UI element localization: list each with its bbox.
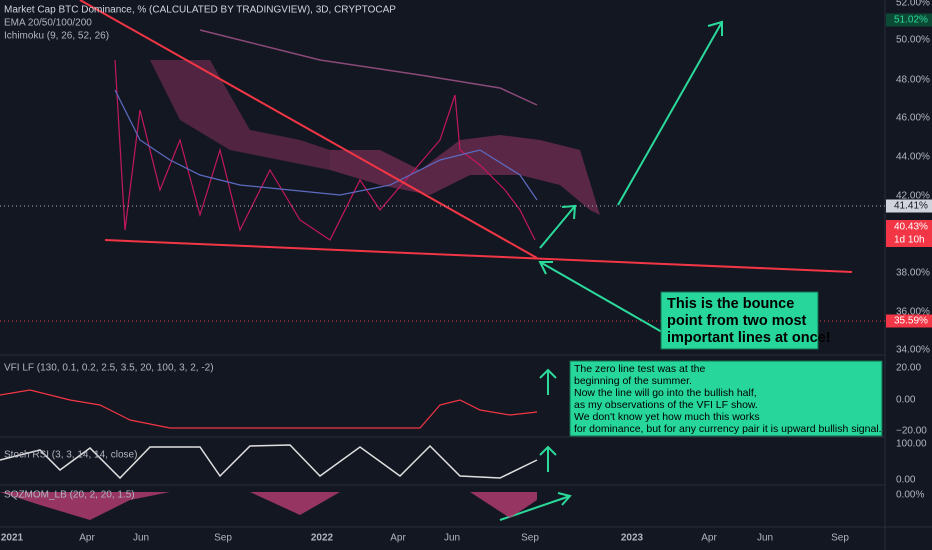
pane-axis-label: 0.00% xyxy=(896,490,924,501)
price-badge-label: 41.41% xyxy=(894,201,928,212)
price-badge-label: 40.43% xyxy=(894,222,928,233)
price-axis-label: 44.00% xyxy=(896,152,930,163)
indicator-label: EMA 20/50/100/200 xyxy=(4,18,92,29)
bounce-note-text: important lines at once! xyxy=(667,330,831,346)
ichimoku-cloud xyxy=(330,135,600,215)
time-axis-label: Jun xyxy=(757,533,773,544)
price-badge-label: 1d 10h xyxy=(894,235,925,246)
pane-axis-label: 0.00 xyxy=(896,395,916,406)
arrows xyxy=(499,20,723,521)
time-axis-label: Apr xyxy=(390,533,406,544)
time-axis-label: Sep xyxy=(521,533,539,544)
ema-line xyxy=(199,29,538,106)
pane-label: Stoch RSI (3, 3, 14, 14, close) xyxy=(4,450,137,461)
vfi-note-text: Now the line will go into the bullish ha… xyxy=(574,387,757,399)
price-axis-label: 42.00% xyxy=(896,191,930,202)
vfi-note-text: for dominance, but for any currency pair… xyxy=(574,423,882,435)
chart-title: Market Cap BTC Dominance, % (CALCULATED … xyxy=(4,5,396,16)
pane-axis-label: 100.00 xyxy=(896,439,927,450)
time-axis-label: Jun xyxy=(133,533,149,544)
vfi-note-text: The zero line test was at the xyxy=(574,363,705,375)
time-axis-label: 2023 xyxy=(621,533,644,544)
vfi-note-box xyxy=(569,360,883,437)
price-axis-label: 48.00% xyxy=(896,75,930,86)
price-axis-label: 36.00% xyxy=(896,307,930,318)
time-axis-label: 2022 xyxy=(311,533,334,544)
price-line xyxy=(114,59,536,241)
time-axis-label: Apr xyxy=(79,533,95,544)
price-badge xyxy=(886,199,932,213)
trend-line xyxy=(104,239,853,273)
stoch-rsi-line xyxy=(0,444,538,480)
time-axis-label: Sep xyxy=(831,533,849,544)
bounce-note-text: This is the bounce xyxy=(667,296,794,312)
time-axis-label: Jun xyxy=(444,533,460,544)
price-badge-label: 51.02% xyxy=(894,15,928,26)
price-badge xyxy=(886,314,932,328)
price-axis-label: 52.00% xyxy=(896,0,930,9)
bounce-note-box xyxy=(660,291,819,350)
price-axis-label: 46.00% xyxy=(896,113,930,124)
pane-label: VFI LF (130, 0.1, 0.2, 2.5, 3.5, 20, 100… xyxy=(4,363,214,374)
time-axis-label: Sep xyxy=(214,533,232,544)
price-axis-label: 38.00% xyxy=(896,268,930,279)
pane-axis-label: 0.00 xyxy=(896,475,916,486)
price-badge-label: 35.59% xyxy=(894,316,928,327)
vfi-note-text: as my observations of the VFI LF show. xyxy=(574,399,758,411)
time-axis-label: Apr xyxy=(701,533,717,544)
price-badge xyxy=(886,220,932,247)
vfi-line xyxy=(0,389,538,429)
squeeze-histogram xyxy=(0,492,537,520)
pane-axis-label: −20.00 xyxy=(896,426,927,437)
price-axis-label: 50.00% xyxy=(896,35,930,46)
time-axis-label: 2021 xyxy=(1,533,24,544)
bounce-note-text: point from two most xyxy=(667,313,807,329)
indicator-label: Ichimoku (9, 26, 52, 26) xyxy=(4,31,109,42)
price-badge xyxy=(886,13,932,27)
price-axis-label: 34.00% xyxy=(896,345,930,356)
pane-label: SQZMOM_LB (20, 2, 20, 1.5) xyxy=(4,490,135,501)
trend-line xyxy=(79,0,538,259)
ichimoku-cloud xyxy=(150,60,330,170)
vfi-note-text: beginning of the summer. xyxy=(574,375,692,387)
vfi-note-text: We don't know yet how much this works xyxy=(574,411,760,423)
pane-axis-label: 20.00 xyxy=(896,363,921,374)
ema-line xyxy=(114,89,538,201)
